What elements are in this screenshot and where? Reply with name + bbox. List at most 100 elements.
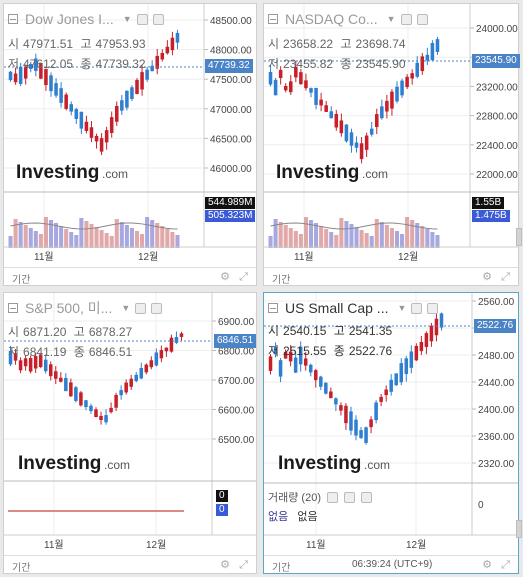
- investing-logo: Investing: [18, 453, 101, 474]
- low-value: 23455.82: [283, 57, 334, 71]
- candle-body: [59, 377, 63, 382]
- volume-bar: [129, 228, 134, 248]
- ohlc-line-1: 시 6871.20 고 6878.27: [8, 323, 136, 340]
- settings-icon[interactable]: [136, 13, 148, 25]
- ohlc-line-1: 시 47971.51 고 47953.93: [8, 35, 150, 52]
- time-tick-label: 11월: [294, 251, 314, 263]
- candle-body: [84, 400, 88, 408]
- chart-panel-us-small-cap[interactable]: 2560.002520.002480.002440.002400.002360.…: [263, 292, 519, 574]
- volume-bar: [64, 229, 69, 248]
- sp500-chart[interactable]: 6900.00 6800.00 6700.00 6600.00 6500.00 11월 12…: [4, 293, 256, 573]
- candle-body: [414, 345, 419, 361]
- settings-icon[interactable]: [411, 302, 423, 314]
- high-label: 고: [80, 37, 92, 51]
- candle-body: [179, 333, 184, 337]
- candle-body: [354, 142, 359, 148]
- open-label: 시: [268, 37, 280, 51]
- scroll-handle[interactable]: [516, 520, 522, 538]
- symbol-title[interactable]: S&P 500, 미...: [25, 300, 113, 316]
- scroll-handle[interactable]: [516, 228, 522, 246]
- volume-bar: [119, 222, 124, 248]
- chart-panel-nasdaq[interactable]: 24000.0023600.0023200.0022800.0022400.00…: [263, 3, 520, 286]
- volume-bar: [293, 231, 298, 248]
- volume-indicator-title[interactable]: 거래량 (20): [268, 492, 321, 504]
- period-label[interactable]: 기간: [12, 563, 31, 574]
- close-label: 종: [333, 344, 345, 358]
- close-icon[interactable]: [360, 491, 372, 503]
- candle-body: [114, 105, 119, 122]
- us-small-cap-chart[interactable]: 2560.002520.002480.002440.002400.002360.…: [264, 293, 518, 573]
- candle-body: [84, 121, 89, 131]
- candle-body: [174, 336, 179, 343]
- period-label[interactable]: 기간: [272, 563, 291, 574]
- time-tick-label: 12월: [398, 251, 418, 263]
- period-label[interactable]: 기간: [272, 275, 291, 286]
- collapse-icon[interactable]: [268, 14, 278, 24]
- settings-icon[interactable]: [326, 491, 338, 503]
- footer-buttons[interactable]: ⚙ ⤢: [482, 559, 510, 571]
- candle-body: [349, 132, 354, 146]
- settings-icon[interactable]: [400, 13, 412, 25]
- axis-tick-label: 2440.00: [478, 378, 515, 389]
- candle-body: [410, 73, 414, 79]
- axis-tick-label: 48500.00: [210, 16, 252, 27]
- candle-body: [155, 55, 160, 69]
- collapse-icon[interactable]: [8, 14, 18, 24]
- candle-body: [8, 71, 13, 81]
- settings-icon[interactable]: [343, 491, 355, 503]
- footer-buttons[interactable]: ⚙ ⤢: [220, 559, 248, 571]
- dow-jones-chart[interactable]: 48500.00 48000.00 47500.00 47000.00 46500.00…: [4, 4, 256, 285]
- symbol-title[interactable]: US Small Cap ...: [285, 300, 389, 316]
- axis-tick-label: 2480.00: [478, 351, 515, 362]
- period-label[interactable]: 기간: [12, 275, 31, 286]
- candle-body: [419, 342, 424, 352]
- panel-header: US Small Cap ... ▼: [268, 299, 439, 317]
- candle-body: [149, 360, 154, 368]
- volume-bar: [54, 223, 59, 248]
- axis-tick-label: 6500.00: [218, 435, 255, 446]
- low-label: 저: [268, 57, 280, 71]
- nasdaq-chart[interactable]: 24000.0023600.0023200.0022800.0022400.00…: [264, 4, 518, 285]
- chevron-down-icon[interactable]: ▼: [121, 303, 131, 313]
- symbol-title[interactable]: NASDAQ Co...: [285, 11, 378, 27]
- chevron-down-icon[interactable]: ▼: [386, 14, 396, 24]
- axis-tick-label: 22400.00: [476, 141, 518, 152]
- candle-body: [129, 378, 133, 387]
- candle-body: [89, 127, 94, 138]
- close-icon[interactable]: [427, 302, 439, 314]
- symbol-title[interactable]: Dow Jones I...: [25, 11, 114, 27]
- chevron-down-icon[interactable]: ▼: [397, 303, 407, 313]
- chart-panel-dow-jones[interactable]: 48500.00 48000.00 47500.00 47000.00 46500.00…: [3, 3, 257, 286]
- volume-bar: [314, 223, 319, 248]
- volume-bar: [268, 236, 273, 248]
- close-icon[interactable]: [416, 13, 428, 25]
- chevron-down-icon[interactable]: ▼: [122, 14, 132, 24]
- collapse-icon[interactable]: [268, 303, 278, 313]
- candle-body: [134, 374, 138, 382]
- settings-icon[interactable]: [135, 302, 147, 314]
- candle-body: [364, 427, 368, 443]
- high-value: 23698.74: [355, 37, 406, 51]
- candle-body: [175, 32, 180, 43]
- volume-bar: [165, 229, 170, 248]
- candle-body: [304, 80, 308, 89]
- candle-body: [344, 124, 349, 142]
- collapse-icon[interactable]: [8, 303, 18, 313]
- axis-tick-label: 46000.00: [210, 164, 252, 175]
- chart-panel-sp500[interactable]: 6900.00 6800.00 6700.00 6600.00 6500.00 11월 12…: [3, 292, 257, 574]
- axis-tick-label: 47000.00: [210, 105, 252, 116]
- close-icon[interactable]: [152, 13, 164, 25]
- axis-tick-label: 2560.00: [478, 297, 515, 308]
- time-tick-label: 11월: [34, 251, 54, 263]
- volume-bar: [354, 227, 359, 248]
- footer-buttons[interactable]: ⚙ ⤢: [482, 271, 510, 283]
- footer-buttons[interactable]: ⚙ ⤢: [220, 271, 248, 283]
- ohlc-line-2: 저 23455.82 종 23545.90: [268, 55, 410, 72]
- last-price-tag: 23545.90: [472, 54, 520, 68]
- axis-tick-label: 23200.00: [476, 82, 518, 93]
- last-price-tag: 2522.76: [474, 319, 517, 333]
- candle-body: [74, 109, 79, 119]
- volume-bar: [349, 224, 354, 248]
- candle-body: [359, 143, 364, 160]
- close-icon[interactable]: [151, 302, 163, 314]
